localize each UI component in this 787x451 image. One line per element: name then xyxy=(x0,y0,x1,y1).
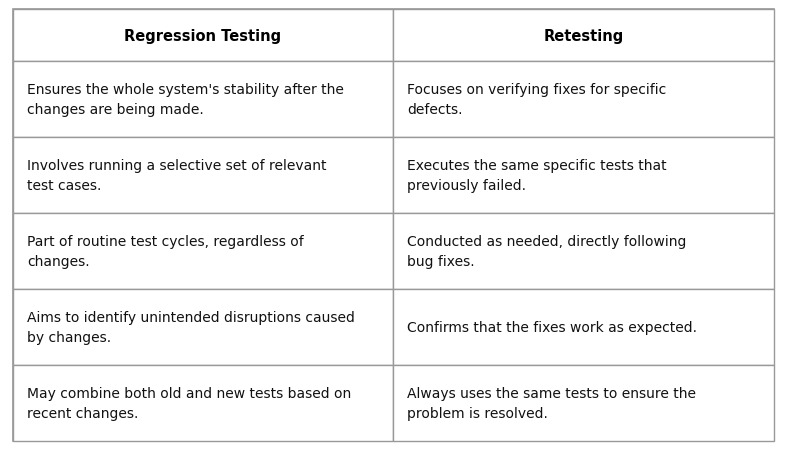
Bar xyxy=(393,213,774,290)
Text: Ensures the whole system's stability after the
changes are being made.: Ensures the whole system's stability aft… xyxy=(27,83,344,117)
Text: Retesting: Retesting xyxy=(543,28,623,43)
Bar xyxy=(393,62,774,138)
Bar xyxy=(393,290,774,365)
Bar xyxy=(13,138,393,213)
Bar xyxy=(13,62,393,138)
Text: Executes the same specific tests that
previously failed.: Executes the same specific tests that pr… xyxy=(407,159,667,193)
Bar xyxy=(393,138,774,213)
Bar xyxy=(393,10,774,62)
Bar xyxy=(13,290,393,365)
Text: May combine both old and new tests based on
recent changes.: May combine both old and new tests based… xyxy=(27,386,351,420)
Bar xyxy=(13,10,393,62)
Bar xyxy=(13,213,393,290)
Bar xyxy=(393,365,774,441)
Text: Conducted as needed, directly following
bug fixes.: Conducted as needed, directly following … xyxy=(407,235,686,268)
Text: Involves running a selective set of relevant
test cases.: Involves running a selective set of rele… xyxy=(27,159,327,193)
Text: Confirms that the fixes work as expected.: Confirms that the fixes work as expected… xyxy=(407,320,697,334)
Text: Focuses on verifying fixes for specific
defects.: Focuses on verifying fixes for specific … xyxy=(407,83,667,117)
Bar xyxy=(13,365,393,441)
Text: Always uses the same tests to ensure the
problem is resolved.: Always uses the same tests to ensure the… xyxy=(407,386,696,420)
Text: Regression Testing: Regression Testing xyxy=(124,28,282,43)
Text: Part of routine test cycles, regardless of
changes.: Part of routine test cycles, regardless … xyxy=(27,235,304,268)
Text: Aims to identify unintended disruptions caused
by changes.: Aims to identify unintended disruptions … xyxy=(27,310,355,344)
